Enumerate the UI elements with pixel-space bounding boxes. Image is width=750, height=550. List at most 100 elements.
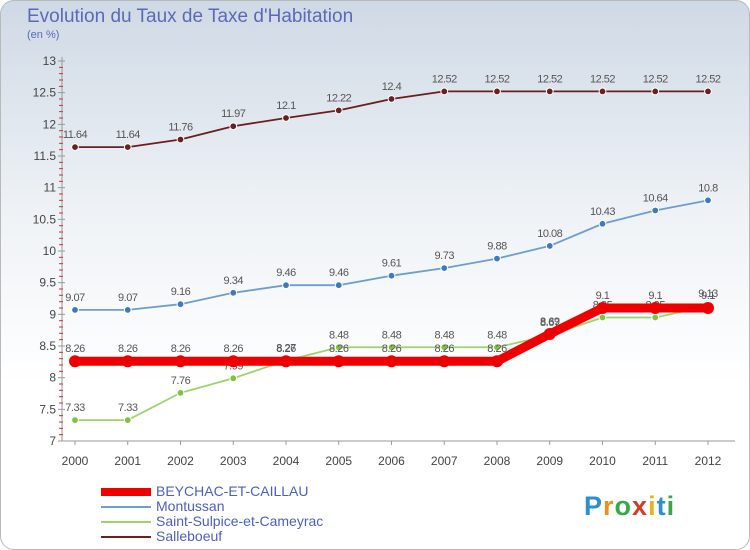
data-label-montussan: 9.61 — [382, 258, 402, 270]
data-point-beychac-et-caillau — [702, 302, 714, 314]
data-point-beychac-et-caillau — [385, 355, 398, 368]
data-point-beychac-et-caillau — [649, 302, 662, 314]
data-point-beychac-et-caillau — [438, 355, 451, 368]
legend-label-saint-sulpice: Saint-Sulpice-et-Cameyrac — [156, 513, 324, 529]
data-label-montussan: 10.08 — [537, 228, 562, 240]
data-point-montussan — [176, 300, 185, 309]
data-label-montussan: 10.8 — [698, 182, 718, 194]
data-label-montussan: 9.16 — [171, 286, 191, 298]
data-point-beychac-et-caillau — [491, 355, 503, 368]
data-label-beychac-et-caillau: 8.26 — [329, 343, 349, 355]
data-label-beychac-et-caillau: 8.26 — [118, 343, 138, 355]
data-label-beychac-et-caillau: 9.1 — [648, 290, 662, 302]
y-tick-label: 7.5 — [39, 402, 56, 416]
y-tick-label: 7 — [49, 434, 56, 448]
data-label-saint-sulpice-et-cameyrac: 7.76 — [171, 375, 191, 387]
data-label-montussan: 9.46 — [276, 267, 296, 279]
data-point-beychac-et-caillau — [332, 355, 345, 368]
x-tick-label: 2004 — [273, 454, 300, 468]
legend-swatch-saint-sulpice — [101, 521, 151, 523]
data-point-montussan — [229, 288, 238, 297]
data-point-salleboeuf — [282, 114, 290, 122]
data-label-montussan: 9.07 — [65, 292, 85, 304]
data-point-beychac-et-caillau — [596, 302, 609, 314]
data-label-saint-sulpice-et-cameyrac: 7.33 — [65, 402, 85, 414]
data-point-beychac-et-caillau — [69, 355, 81, 368]
data-point-salleboeuf — [651, 87, 660, 96]
y-tick-label: 11.5 — [34, 149, 57, 163]
data-point-saint-sulpice-et-cameyrac — [334, 343, 343, 352]
x-tick-label: 2002 — [167, 454, 194, 468]
y-tick-label: 9.5 — [39, 276, 56, 290]
x-tick-label: 2001 — [114, 454, 141, 468]
data-point-saint-sulpice-et-cameyrac — [176, 388, 185, 397]
y-tick-label: 10 — [43, 244, 57, 258]
data-label-salleboeuf: 11.97 — [221, 108, 246, 120]
data-label-saint-sulpice-et-cameyrac: 8.48 — [487, 329, 507, 341]
data-label-beychac-et-caillau: 8.26 — [435, 343, 455, 355]
data-point-beychac-et-caillau — [227, 355, 240, 368]
data-point-salleboeuf — [71, 143, 79, 152]
data-label-saint-sulpice-et-cameyrac: 8.48 — [435, 329, 455, 341]
legend-swatch-beychac — [101, 488, 151, 496]
x-tick-label: 2007 — [431, 454, 458, 468]
x-tick-label: 2011 — [642, 454, 668, 468]
legend-label-beychac: BEYCHAC-ET-CAILLAU — [156, 483, 309, 499]
data-point-montussan — [387, 271, 396, 280]
y-tick-label: 10.5 — [33, 212, 57, 226]
data-point-salleboeuf — [440, 87, 449, 96]
data-point-salleboeuf — [387, 95, 396, 103]
data-label-beychac-et-caillau: 8.69 — [540, 316, 560, 328]
data-label-salleboeuf: 12.52 — [537, 73, 562, 85]
data-label-montussan: 10.43 — [590, 206, 615, 218]
data-label-salleboeuf: 11.64 — [63, 129, 88, 141]
data-label-montussan: 10.64 — [643, 192, 668, 204]
data-point-saint-sulpice-et-cameyrac — [387, 343, 396, 352]
data-point-montussan — [493, 254, 501, 263]
y-tick-label: 8 — [49, 371, 56, 385]
logo-letter: t — [656, 491, 667, 521]
data-label-salleboeuf: 12.52 — [643, 73, 668, 85]
x-tick-label: 2010 — [589, 454, 616, 468]
x-tick-label: 2009 — [536, 454, 563, 468]
data-point-salleboeuf — [334, 106, 343, 115]
chart-unit-label: (en %) — [27, 29, 60, 41]
data-label-beychac-et-caillau: 8.26 — [65, 343, 85, 355]
data-label-saint-sulpice-et-cameyrac: 7.33 — [118, 402, 138, 414]
data-label-beychac-et-caillau: 9.1 — [596, 290, 610, 302]
legend-swatch-salleboeuf — [101, 536, 151, 538]
x-tick-label: 2012 — [695, 454, 722, 468]
data-label-saint-sulpice-et-cameyrac: 9.13 — [698, 288, 718, 300]
data-point-salleboeuf — [545, 87, 554, 96]
data-label-saint-sulpice-et-cameyrac: 8.48 — [382, 329, 402, 341]
legend-label-salleboeuf: Salleboeuf — [156, 528, 223, 544]
data-label-beychac-et-caillau: 8.26 — [487, 343, 507, 355]
data-label-montussan: 9.46 — [329, 267, 349, 279]
legend-label-montussan: Montussan — [156, 498, 225, 514]
x-tick-label: 2006 — [378, 454, 405, 468]
data-point-salleboeuf — [123, 143, 132, 152]
data-point-montussan — [651, 206, 660, 215]
data-point-montussan — [334, 281, 343, 290]
chart-title: Evolution du Taux de Taxe d'Habitation — [27, 6, 354, 27]
data-label-salleboeuf: 12.1 — [276, 100, 296, 112]
logo-letter: i — [666, 491, 676, 521]
y-tick-label: 9 — [49, 307, 56, 321]
data-point-beychac-et-caillau — [543, 327, 556, 340]
data-point-salleboeuf — [704, 87, 712, 96]
data-point-montussan — [123, 306, 132, 314]
data-point-beychac-et-caillau — [174, 355, 187, 368]
data-label-montussan: 9.34 — [224, 275, 244, 287]
data-point-saint-sulpice-et-cameyrac — [598, 313, 607, 322]
logo-letter: i — [648, 491, 657, 521]
proxiti-logo: Proxiti — [584, 491, 675, 522]
data-label-salleboeuf: 12.52 — [484, 73, 509, 85]
data-point-salleboeuf — [229, 122, 238, 131]
data-point-montussan — [598, 219, 607, 228]
data-label-beychac-et-caillau: 8.26 — [382, 343, 402, 355]
data-point-saint-sulpice-et-cameyrac — [123, 416, 132, 425]
data-label-salleboeuf: 12.4 — [382, 81, 402, 93]
data-label-montussan: 9.07 — [118, 292, 138, 304]
data-label-beychac-et-caillau: 8.26 — [171, 343, 191, 355]
